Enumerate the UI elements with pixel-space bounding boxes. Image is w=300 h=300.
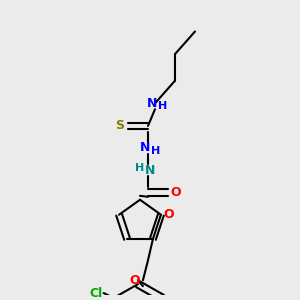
Text: N: N — [145, 164, 155, 177]
Text: S: S — [116, 119, 124, 132]
Text: O: O — [164, 208, 174, 221]
Text: N: N — [140, 141, 150, 154]
Text: H: H — [158, 101, 168, 111]
Text: H: H — [152, 146, 160, 155]
Text: O: O — [130, 274, 140, 287]
Text: Cl: Cl — [89, 286, 102, 299]
Text: N: N — [147, 97, 157, 110]
Text: O: O — [171, 186, 181, 200]
Text: H: H — [135, 163, 145, 173]
